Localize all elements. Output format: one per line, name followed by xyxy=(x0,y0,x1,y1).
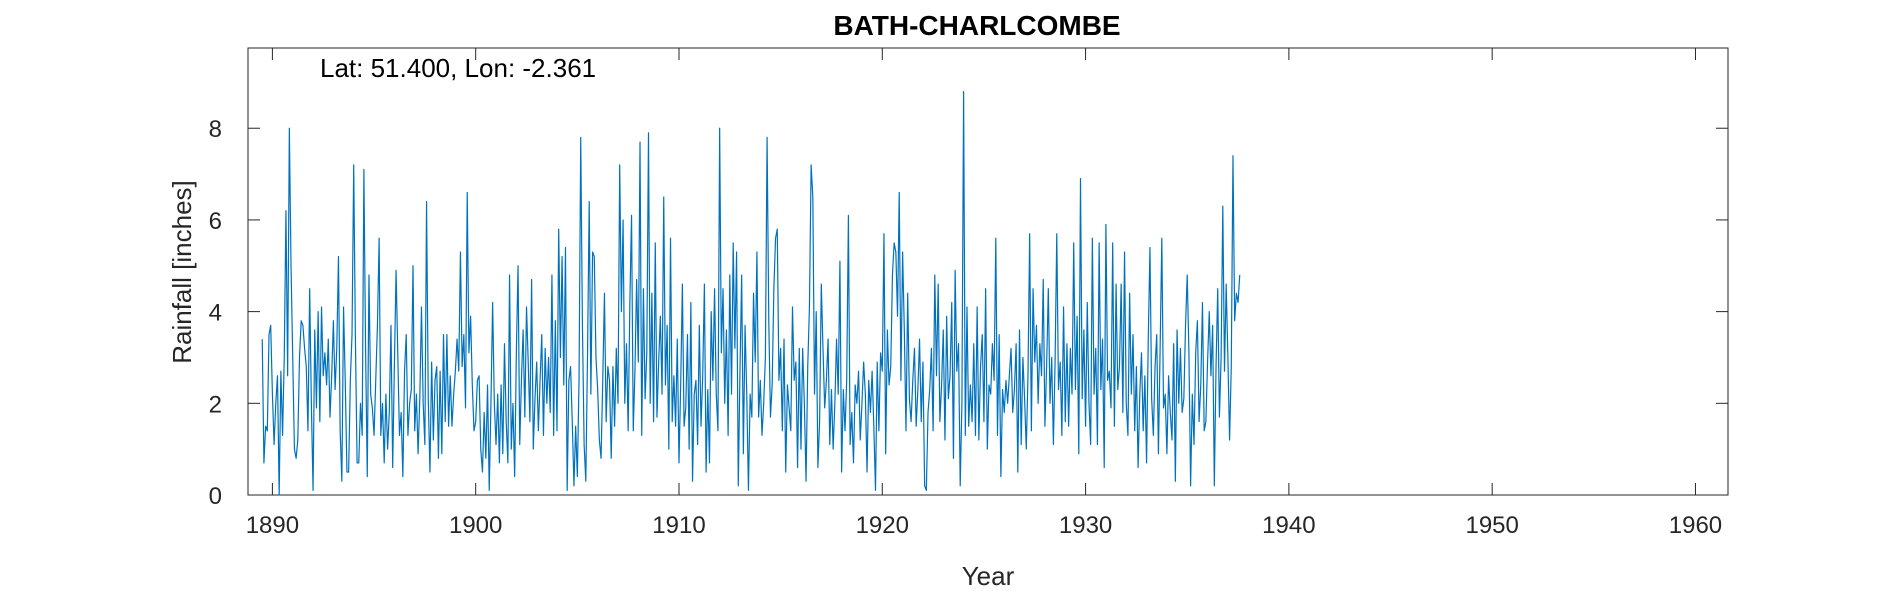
x-tick-label: 1910 xyxy=(652,512,705,539)
x-tick-label: 1950 xyxy=(1465,512,1518,539)
x-axis-tick-labels: 1890 1900 1910 1920 1930 1940 1950 1960 xyxy=(246,512,1722,539)
x-tick-label: 1930 xyxy=(1059,512,1112,539)
x-tick-label: 1960 xyxy=(1669,512,1722,539)
x-tick-label: 1890 xyxy=(246,512,299,539)
x-axis-label: Year xyxy=(962,561,1015,591)
y-tick-label: 8 xyxy=(209,116,222,143)
y-tick-label: 0 xyxy=(209,483,222,510)
x-tick-label: 1900 xyxy=(449,512,502,539)
y-axis-label: Rainfall [inches] xyxy=(167,180,197,364)
y-axis-tick-labels: 0 2 4 6 8 xyxy=(209,116,222,510)
y-tick-label: 2 xyxy=(209,391,222,418)
chart-title: BATH-CHARLCOMBE xyxy=(833,10,1120,41)
y-tick-label: 4 xyxy=(209,300,222,327)
y-axis-ticks xyxy=(248,127,1728,496)
x-tick-label: 1920 xyxy=(856,512,909,539)
x-axis-ticks xyxy=(271,48,1696,495)
rainfall-series-line xyxy=(261,90,1241,496)
plot-area: 1890 1900 1910 1920 1930 1940 1950 1960 0 2 4 6 8 xyxy=(209,47,1729,539)
location-annotation: Lat: 51.400, Lon: -2.361 xyxy=(320,53,596,83)
x-tick-label: 1940 xyxy=(1262,512,1315,539)
y-tick-label: 6 xyxy=(209,208,222,235)
